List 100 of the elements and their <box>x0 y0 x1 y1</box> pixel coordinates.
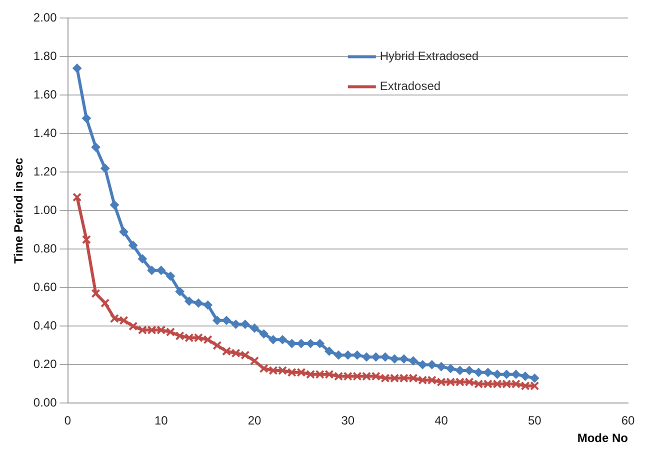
x-tick-label: 30 <box>341 414 355 428</box>
point <box>306 370 316 379</box>
point <box>82 235 91 244</box>
point <box>175 331 184 340</box>
point <box>446 377 456 387</box>
point <box>492 379 502 388</box>
point <box>352 372 362 381</box>
point <box>138 254 147 264</box>
point <box>492 370 502 379</box>
point <box>194 333 204 342</box>
point <box>474 379 484 388</box>
point <box>138 326 147 335</box>
point <box>231 320 240 329</box>
point <box>436 362 446 372</box>
point <box>511 379 520 388</box>
point <box>362 372 372 381</box>
point <box>240 350 250 360</box>
point <box>278 335 288 344</box>
point <box>128 240 138 250</box>
x-tick-label: 0 <box>64 414 72 428</box>
point <box>147 266 156 275</box>
point <box>315 370 324 379</box>
point <box>530 381 540 390</box>
y-tick-label: 0.40 <box>33 318 58 333</box>
point <box>408 374 418 383</box>
legend-label: Extradosed <box>380 79 441 94</box>
point <box>455 366 464 375</box>
point <box>250 324 260 333</box>
point <box>380 374 390 383</box>
point <box>483 379 492 388</box>
point <box>352 350 362 360</box>
y-tick-label: 0.20 <box>33 357 58 372</box>
point <box>91 142 100 152</box>
point <box>334 372 344 381</box>
y-axis-title: Time Period in sec <box>12 157 26 264</box>
point <box>184 296 194 306</box>
point <box>119 227 128 236</box>
x-tick-label: 10 <box>154 414 168 428</box>
point <box>530 374 540 383</box>
point <box>520 372 530 381</box>
point <box>72 64 82 73</box>
y-tick-label: 1.60 <box>33 88 58 102</box>
point <box>147 326 156 335</box>
point <box>110 200 119 210</box>
y-tick-label: 0.00 <box>33 396 58 410</box>
point <box>231 348 240 358</box>
y-tick-label: 0.60 <box>33 280 58 294</box>
point <box>156 266 166 275</box>
point <box>128 322 138 331</box>
point <box>194 298 203 308</box>
y-tick-label: 0.80 <box>33 242 58 256</box>
point <box>464 377 474 387</box>
y-tick-label: 1.20 <box>33 164 58 179</box>
y-tick-label: 1.40 <box>33 126 58 140</box>
point <box>436 377 446 387</box>
point <box>371 372 380 381</box>
point <box>166 327 176 337</box>
point <box>91 288 100 298</box>
y-tick-label: 2.00 <box>33 10 58 25</box>
point <box>222 346 232 356</box>
point <box>427 376 436 385</box>
point <box>418 376 428 385</box>
point <box>408 356 418 366</box>
point <box>296 368 306 377</box>
point <box>390 374 400 383</box>
point <box>343 372 352 381</box>
point <box>324 346 334 356</box>
y-tick-label: 1.00 <box>33 203 58 218</box>
point <box>455 377 464 387</box>
point <box>399 374 408 383</box>
point <box>324 370 334 379</box>
point <box>520 381 530 390</box>
point <box>110 314 119 324</box>
point <box>156 326 166 335</box>
x-tick-label: 60 <box>621 414 635 428</box>
point <box>240 320 250 329</box>
point <box>259 329 268 338</box>
point <box>446 364 456 374</box>
x-axis-title: Mode No <box>577 431 628 446</box>
x-tick-label: 50 <box>528 414 542 428</box>
point <box>82 114 91 123</box>
x-tick-label: 40 <box>434 414 448 428</box>
point <box>166 272 175 281</box>
point <box>203 335 212 344</box>
point <box>502 379 512 388</box>
point <box>268 366 278 376</box>
point <box>259 364 268 374</box>
point <box>184 333 194 342</box>
point <box>203 300 212 310</box>
point <box>100 298 110 308</box>
point <box>119 316 128 325</box>
point <box>100 164 110 173</box>
y-tick-label: 1.80 <box>33 49 58 64</box>
point <box>287 368 296 377</box>
point <box>175 287 184 296</box>
point <box>72 192 82 202</box>
point <box>278 366 288 376</box>
point <box>250 356 260 366</box>
point <box>212 340 222 350</box>
x-tick-label: 20 <box>248 414 262 428</box>
